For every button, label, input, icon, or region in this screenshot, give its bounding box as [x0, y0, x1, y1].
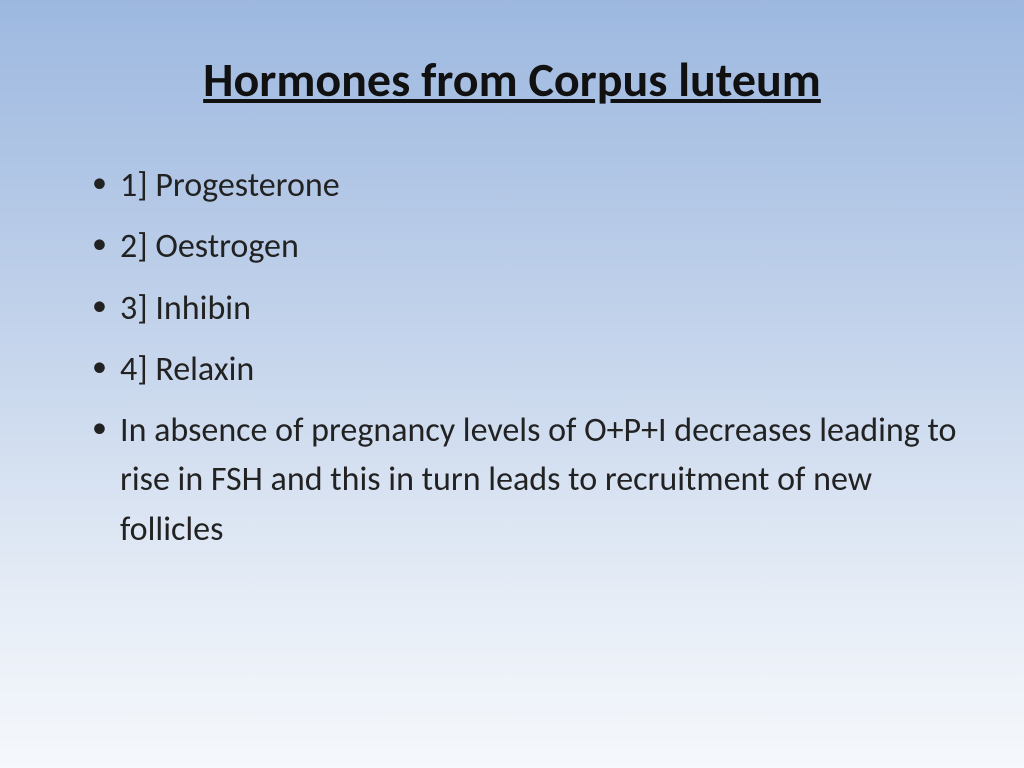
slide: Hormones from Corpus luteum 1] Progester…: [0, 0, 1024, 768]
slide-title: Hormones from Corpus luteum: [60, 50, 964, 109]
list-item: 1] Progesterone: [92, 161, 964, 210]
list-item: 2] Oestrogen: [92, 222, 964, 271]
list-item: In absence of pregnancy levels of O+P+I …: [92, 406, 964, 554]
list-item: 3] Inhibin: [92, 284, 964, 333]
bullet-list: 1] Progesterone 2] Oestrogen 3] Inhibin …: [60, 161, 964, 554]
list-item: 4] Relaxin: [92, 345, 964, 394]
